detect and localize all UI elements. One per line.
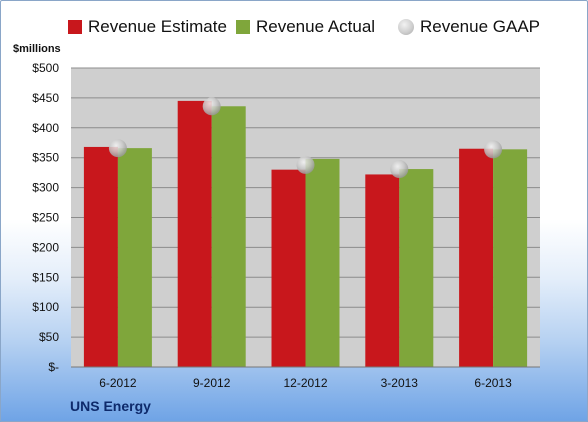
point-revenue-gaap bbox=[484, 140, 503, 159]
y-tick-label: $- bbox=[48, 360, 59, 374]
bars bbox=[83, 100, 528, 367]
legend-label-gaap: Revenue GAAP bbox=[420, 17, 541, 36]
bar-revenue-estimate bbox=[271, 169, 306, 367]
legend-swatch-actual bbox=[236, 20, 250, 34]
y-tick-label: $200 bbox=[32, 240, 59, 254]
legend-swatch-estimate bbox=[68, 20, 82, 34]
y-tick-label: $400 bbox=[32, 121, 59, 135]
point-revenue-gaap bbox=[202, 97, 221, 116]
legend-label-estimate: Revenue Estimate bbox=[88, 17, 227, 36]
legend-item-gaap: Revenue GAAP bbox=[398, 14, 540, 40]
bar-revenue-estimate bbox=[459, 148, 494, 367]
y-tick-label: $500 bbox=[32, 61, 59, 75]
legend-item-actual: Revenue Actual bbox=[236, 14, 375, 40]
y-tick-label: $450 bbox=[32, 91, 59, 105]
bar-revenue-actual bbox=[493, 149, 528, 367]
x-tick-label: 6-2012 bbox=[99, 376, 137, 390]
y-tick-labels: $- $50 $100 $150 $200 $250 $300 $350 $400 $450 $50… bbox=[32, 61, 59, 374]
bar-revenue-estimate bbox=[83, 146, 118, 367]
x-tick-label: 9-2012 bbox=[193, 376, 231, 390]
company-label: UNS Energy bbox=[70, 398, 151, 414]
bar-revenue-estimate bbox=[365, 174, 400, 367]
y-tick-label: $250 bbox=[32, 211, 59, 225]
bar-revenue-actual bbox=[305, 158, 340, 367]
bar-revenue-actual bbox=[399, 169, 434, 367]
legend-label-actual: Revenue Actual bbox=[256, 17, 376, 36]
bar-revenue-actual bbox=[117, 148, 152, 367]
x-tick-label: 3-2013 bbox=[381, 376, 419, 390]
x-tick-labels: 6-2012 9-2012 12-2012 3-2013 6-2013 bbox=[99, 376, 512, 390]
y-tick-label: $50 bbox=[39, 330, 59, 344]
x-tick-label: 12-2012 bbox=[283, 376, 327, 390]
bar-revenue-estimate bbox=[177, 100, 212, 367]
point-revenue-gaap bbox=[296, 155, 315, 174]
gaap-points bbox=[108, 97, 503, 179]
legend-marker-gaap bbox=[398, 19, 414, 35]
bar-revenue-actual bbox=[211, 106, 246, 367]
legend-item-estimate: Revenue Estimate bbox=[68, 14, 227, 40]
point-revenue-gaap bbox=[390, 160, 409, 179]
point-revenue-gaap bbox=[108, 139, 127, 158]
x-tick-label: 6-2013 bbox=[474, 376, 512, 390]
legend: Revenue Estimate Revenue Actual Revenue … bbox=[0, 14, 588, 40]
y-axis-unit-label: $millions bbox=[13, 43, 61, 55]
y-tick-label: $350 bbox=[32, 151, 59, 165]
y-tick-label: $100 bbox=[32, 300, 59, 314]
y-tick-label: $300 bbox=[32, 181, 59, 195]
y-tick-label: $150 bbox=[32, 270, 59, 284]
